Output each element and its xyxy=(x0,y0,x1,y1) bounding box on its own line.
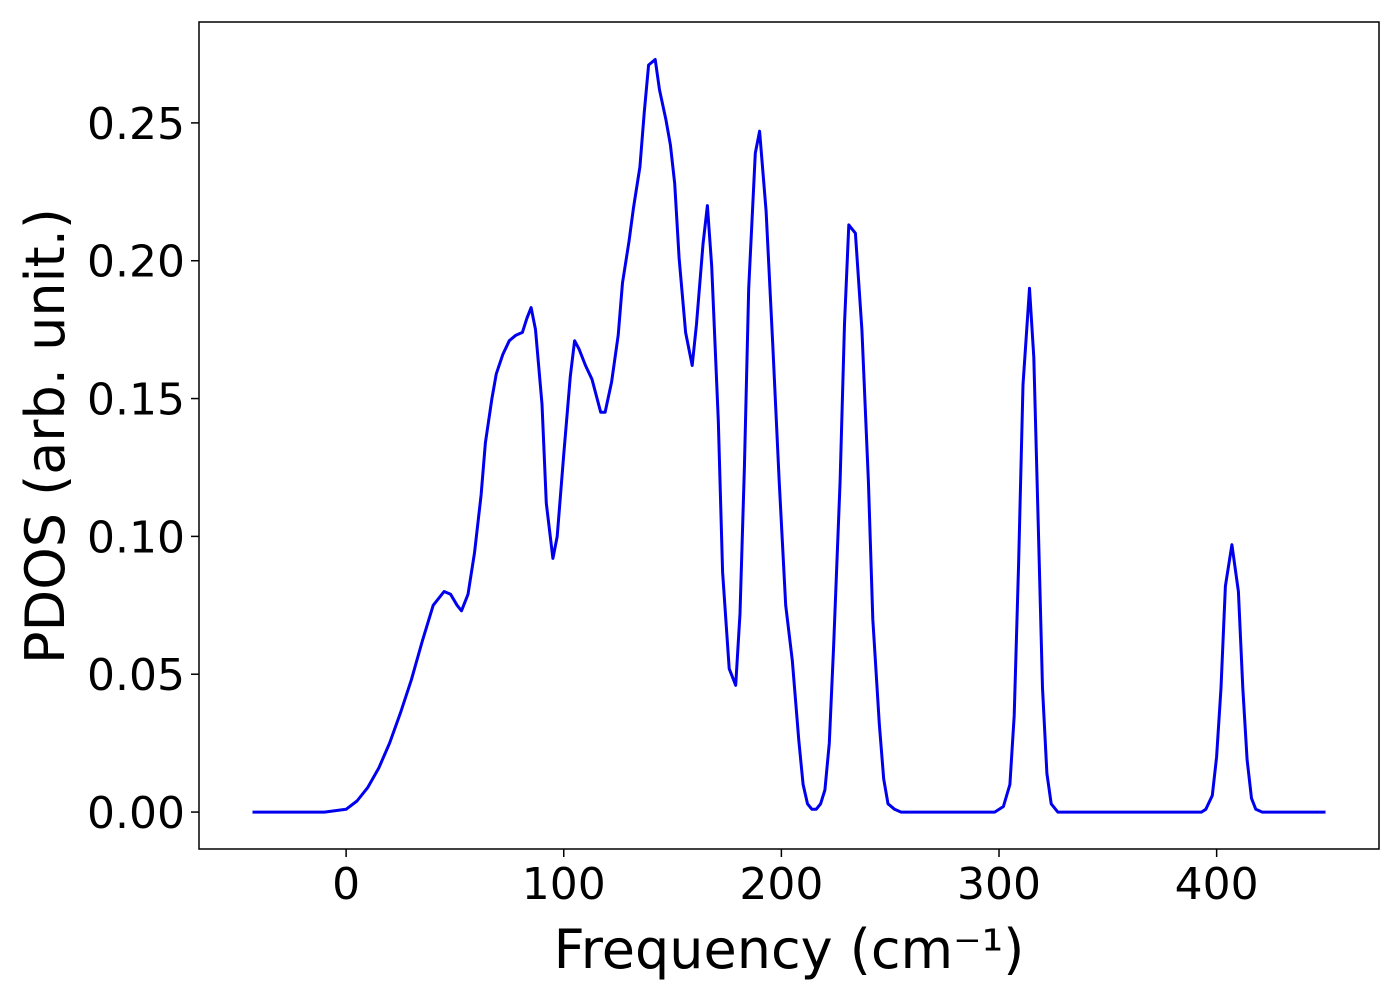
y-axis-label: PDOS (arb. unit.) xyxy=(14,208,77,664)
x-tick-label: 0 xyxy=(332,859,360,910)
x-axis-label: Frequency (cm⁻¹) xyxy=(554,918,1025,981)
x-tick-label: 200 xyxy=(739,859,823,910)
y-tick-label: 0.10 xyxy=(87,512,185,563)
y-tick-label: 0.05 xyxy=(87,650,185,701)
x-tick-label: 300 xyxy=(957,859,1041,910)
y-tick-label: 0.20 xyxy=(87,237,185,288)
y-tick-label: 0.00 xyxy=(87,788,185,839)
y-tick-label: 0.15 xyxy=(87,375,185,426)
x-tick-label: 400 xyxy=(1175,859,1259,910)
line-series xyxy=(252,58,1326,814)
plot-frame xyxy=(198,21,1380,850)
x-tick-label: 100 xyxy=(522,859,606,910)
y-tick-label: 0.25 xyxy=(87,99,185,150)
